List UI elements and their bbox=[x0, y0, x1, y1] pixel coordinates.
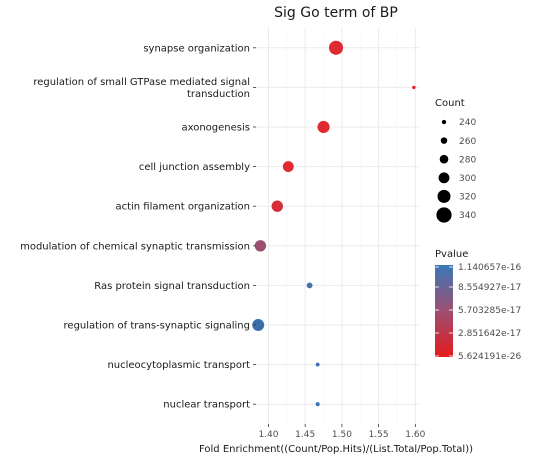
y-category-label: nuclear transport bbox=[163, 400, 250, 411]
data-point bbox=[254, 240, 267, 252]
legend-pvalue-title: Pvalue bbox=[435, 249, 468, 260]
x-axis-label: Fold Enrichment((Count/Pop.Hits)/(List.T… bbox=[199, 444, 473, 455]
legend-count-key bbox=[437, 189, 451, 203]
plot-panel bbox=[252, 28, 419, 424]
data-point bbox=[271, 200, 283, 212]
legend-pvalue-label: 1.140657e-16 bbox=[458, 263, 521, 273]
legend-pvalue-label: 5.703285e-17 bbox=[458, 306, 521, 316]
data-point bbox=[282, 161, 294, 173]
x-tick-label: 1.45 bbox=[295, 430, 315, 440]
legend-count-key bbox=[440, 137, 448, 144]
data-point bbox=[315, 362, 320, 367]
y-category-label: nucleocytoplasmic transport bbox=[107, 360, 250, 371]
y-category-label: synapse organization bbox=[143, 43, 250, 54]
y-category-label: Ras protein signal transduction bbox=[94, 281, 250, 292]
legend-count-key bbox=[438, 172, 450, 184]
x-tick-label: 1.50 bbox=[332, 430, 352, 440]
y-category-label: regulation of trans-synaptic signaling bbox=[64, 321, 250, 332]
legend-pvalue-label: 8.554927e-17 bbox=[458, 283, 521, 293]
legend-count-label: 260 bbox=[459, 137, 476, 147]
y-axis-categories: synapse organization regulation of small … bbox=[20, 43, 256, 411]
x-tick-label: 1.60 bbox=[405, 430, 425, 440]
legend-count-label: 340 bbox=[459, 211, 476, 221]
legend-count-title: Count bbox=[435, 98, 465, 109]
y-category-label: cell junction assembly bbox=[139, 162, 250, 173]
data-point bbox=[252, 319, 265, 331]
data-points bbox=[252, 40, 416, 407]
data-point bbox=[328, 40, 344, 55]
y-category-label: axonogenesis bbox=[181, 123, 250, 134]
legend-count-label: 280 bbox=[459, 155, 476, 165]
legend-count-label: 300 bbox=[459, 174, 476, 184]
data-point bbox=[317, 120, 330, 134]
x-axis-ticks: 1.40 1.45 1.50 1.55 1.60 bbox=[258, 424, 426, 440]
legend-pvalue-items: 1.140657e-16 8.554927e-17 5.703285e-17 2.85… bbox=[435, 263, 521, 362]
chart-title: Sig Go term of BP bbox=[274, 5, 398, 21]
legend-count-key bbox=[439, 154, 449, 164]
data-point bbox=[306, 282, 313, 289]
legend-count-key bbox=[441, 119, 447, 125]
x-tick-label: 1.55 bbox=[369, 430, 389, 440]
legend-count-key bbox=[436, 207, 452, 223]
y-category-label: regulation of small GTPase mediated sign… bbox=[33, 77, 250, 100]
legend-pvalue-label: 2.851642e-17 bbox=[458, 329, 521, 339]
data-point bbox=[315, 402, 320, 407]
legend-count: Count 240 260 280 300 320 340 bbox=[435, 98, 476, 223]
x-tick-label: 1.40 bbox=[258, 430, 278, 440]
y-category-label: actin filament organization bbox=[115, 202, 250, 213]
legend-count-label: 320 bbox=[459, 193, 476, 203]
legend-pvalue-label: 5.624191e-26 bbox=[458, 352, 521, 362]
legend-count-label: 240 bbox=[459, 118, 476, 128]
panel-background bbox=[256, 28, 419, 424]
legend-count-items: 240 260 280 300 320 340 bbox=[436, 118, 476, 223]
y-category-label: modulation of chemical synaptic transmis… bbox=[20, 241, 250, 252]
legend-pvalue: Pvalue 1.140657e-16 8.554927e-17 5.703285e… bbox=[435, 249, 521, 362]
data-point bbox=[412, 85, 416, 90]
legend-pvalue-colorbar bbox=[435, 265, 453, 357]
